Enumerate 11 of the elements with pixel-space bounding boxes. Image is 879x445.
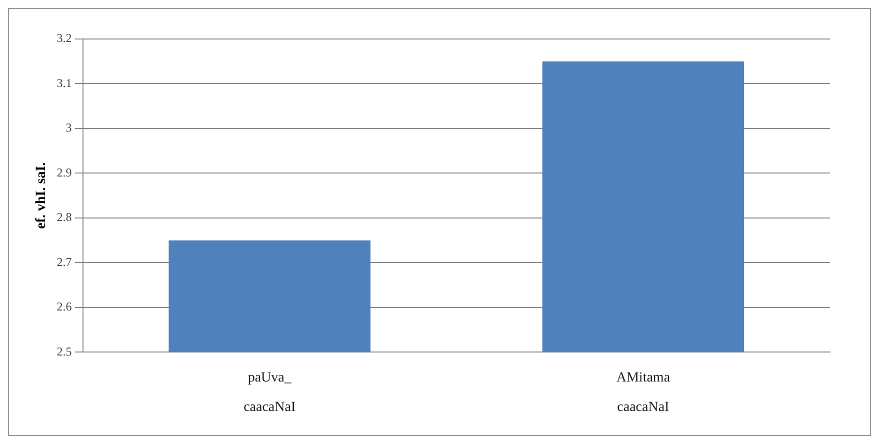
x-tick-label: AMitama caacaNaI [616,370,671,415]
y-axis-title: ef. vhI. saI. [34,162,50,229]
y-tick-label: 2.9 [56,165,72,180]
y-tick-label: 2.5 [56,344,72,358]
y-tick-label: 3.1 [56,76,72,90]
x-tick-label: paUva_ caacaNaI [244,370,296,415]
y-tick-label: 3 [66,120,72,135]
y-tick-label: 2.8 [56,210,72,224]
y-tick-label: 2.7 [56,254,72,269]
y-tick-label: 2.6 [56,300,72,314]
y-tick-label: 3.2 [56,31,72,46]
